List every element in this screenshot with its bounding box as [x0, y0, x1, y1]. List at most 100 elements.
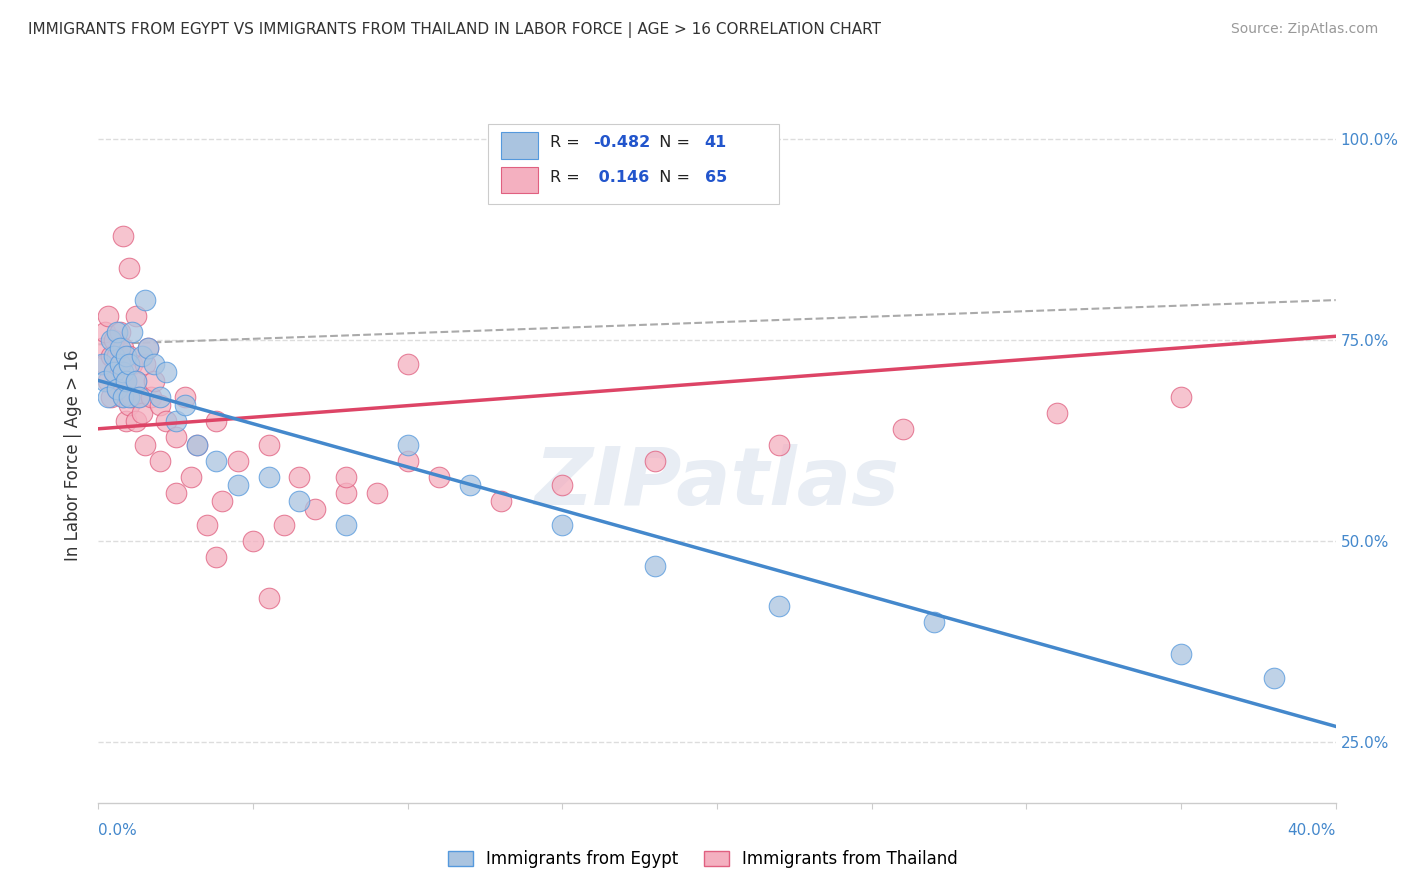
Point [242, 534, 264, 549]
Point [100, 350, 122, 364]
Point [644, 558, 666, 573]
Point [124, 414, 146, 428]
Point [121, 325, 143, 339]
Point [288, 494, 311, 508]
Point [211, 494, 233, 508]
Point [124, 374, 146, 388]
Point [105, 350, 128, 364]
Point [427, 470, 450, 484]
Point [108, 358, 131, 372]
Bar [501, 167, 537, 194]
Point [131, 350, 153, 364]
Point [124, 309, 146, 323]
Point [1046, 406, 1069, 420]
Point [134, 293, 156, 307]
Point [118, 260, 141, 275]
Point [115, 374, 138, 388]
Point [118, 398, 141, 412]
Point [335, 518, 357, 533]
Point [149, 390, 172, 404]
Point [112, 228, 135, 243]
Point [134, 358, 156, 372]
Point [288, 470, 311, 484]
Point [489, 494, 512, 508]
Text: 0.146: 0.146 [593, 169, 650, 185]
Point [121, 390, 143, 404]
Point [366, 486, 388, 500]
Text: N =: N = [650, 169, 695, 185]
Point [165, 430, 187, 444]
Point [155, 366, 177, 380]
Point [131, 406, 153, 420]
Point [304, 502, 326, 516]
Point [644, 454, 666, 468]
Point [257, 470, 280, 484]
Point [226, 478, 249, 492]
Point [186, 438, 208, 452]
Point [97, 309, 120, 323]
Point [105, 382, 128, 396]
Point [108, 358, 131, 372]
Text: 0.0%: 0.0% [98, 823, 138, 838]
FancyBboxPatch shape [488, 124, 779, 204]
Text: 65: 65 [704, 169, 727, 185]
Point [257, 438, 280, 452]
Point [112, 342, 135, 356]
Legend: Immigrants from Egypt, Immigrants from Thailand: Immigrants from Egypt, Immigrants from T… [441, 844, 965, 875]
Point [93, 358, 115, 372]
Point [273, 518, 295, 533]
Text: -0.482: -0.482 [593, 135, 651, 150]
Point [1170, 647, 1192, 661]
Text: IMMIGRANTS FROM EGYPT VS IMMIGRANTS FROM THAILAND IN LABOR FORCE | AGE > 16 CORR: IMMIGRANTS FROM EGYPT VS IMMIGRANTS FROM… [28, 22, 882, 38]
Point [226, 454, 249, 468]
Point [105, 382, 128, 396]
Point [100, 390, 122, 404]
Point [118, 350, 141, 364]
Point [922, 615, 945, 629]
Point [174, 398, 197, 412]
Text: R =: R = [550, 169, 585, 185]
Point [768, 599, 790, 613]
Point [136, 342, 159, 356]
Point [108, 342, 131, 356]
Point [93, 325, 115, 339]
Point [149, 398, 172, 412]
Point [128, 390, 150, 404]
Text: ZIPatlas: ZIPatlas [534, 443, 900, 522]
Point [118, 390, 141, 404]
Text: 40.0%: 40.0% [1288, 823, 1336, 838]
Point [257, 591, 280, 605]
Point [121, 358, 143, 372]
Point [335, 470, 357, 484]
Point [100, 334, 122, 348]
Point [136, 342, 159, 356]
Point [97, 374, 120, 388]
Point [115, 374, 138, 388]
Point [396, 438, 419, 452]
Point [205, 454, 228, 468]
Point [195, 518, 218, 533]
Point [103, 366, 125, 380]
Point [396, 358, 419, 372]
Point [396, 454, 419, 468]
Text: R =: R = [550, 135, 585, 150]
Point [90, 342, 112, 356]
Point [90, 358, 112, 372]
Point [205, 414, 228, 428]
Point [97, 390, 120, 404]
Point [155, 414, 177, 428]
Point [128, 390, 150, 404]
Point [103, 366, 125, 380]
Text: Source: ZipAtlas.com: Source: ZipAtlas.com [1230, 22, 1378, 37]
Text: 41: 41 [704, 135, 727, 150]
Point [186, 438, 208, 452]
Y-axis label: In Labor Force | Age > 16: In Labor Force | Age > 16 [65, 349, 83, 561]
Point [112, 366, 135, 380]
Point [165, 486, 187, 500]
Point [93, 374, 115, 388]
Point [1263, 671, 1285, 685]
Point [458, 478, 481, 492]
Text: N =: N = [650, 135, 695, 150]
Point [143, 358, 166, 372]
Point [139, 390, 162, 404]
